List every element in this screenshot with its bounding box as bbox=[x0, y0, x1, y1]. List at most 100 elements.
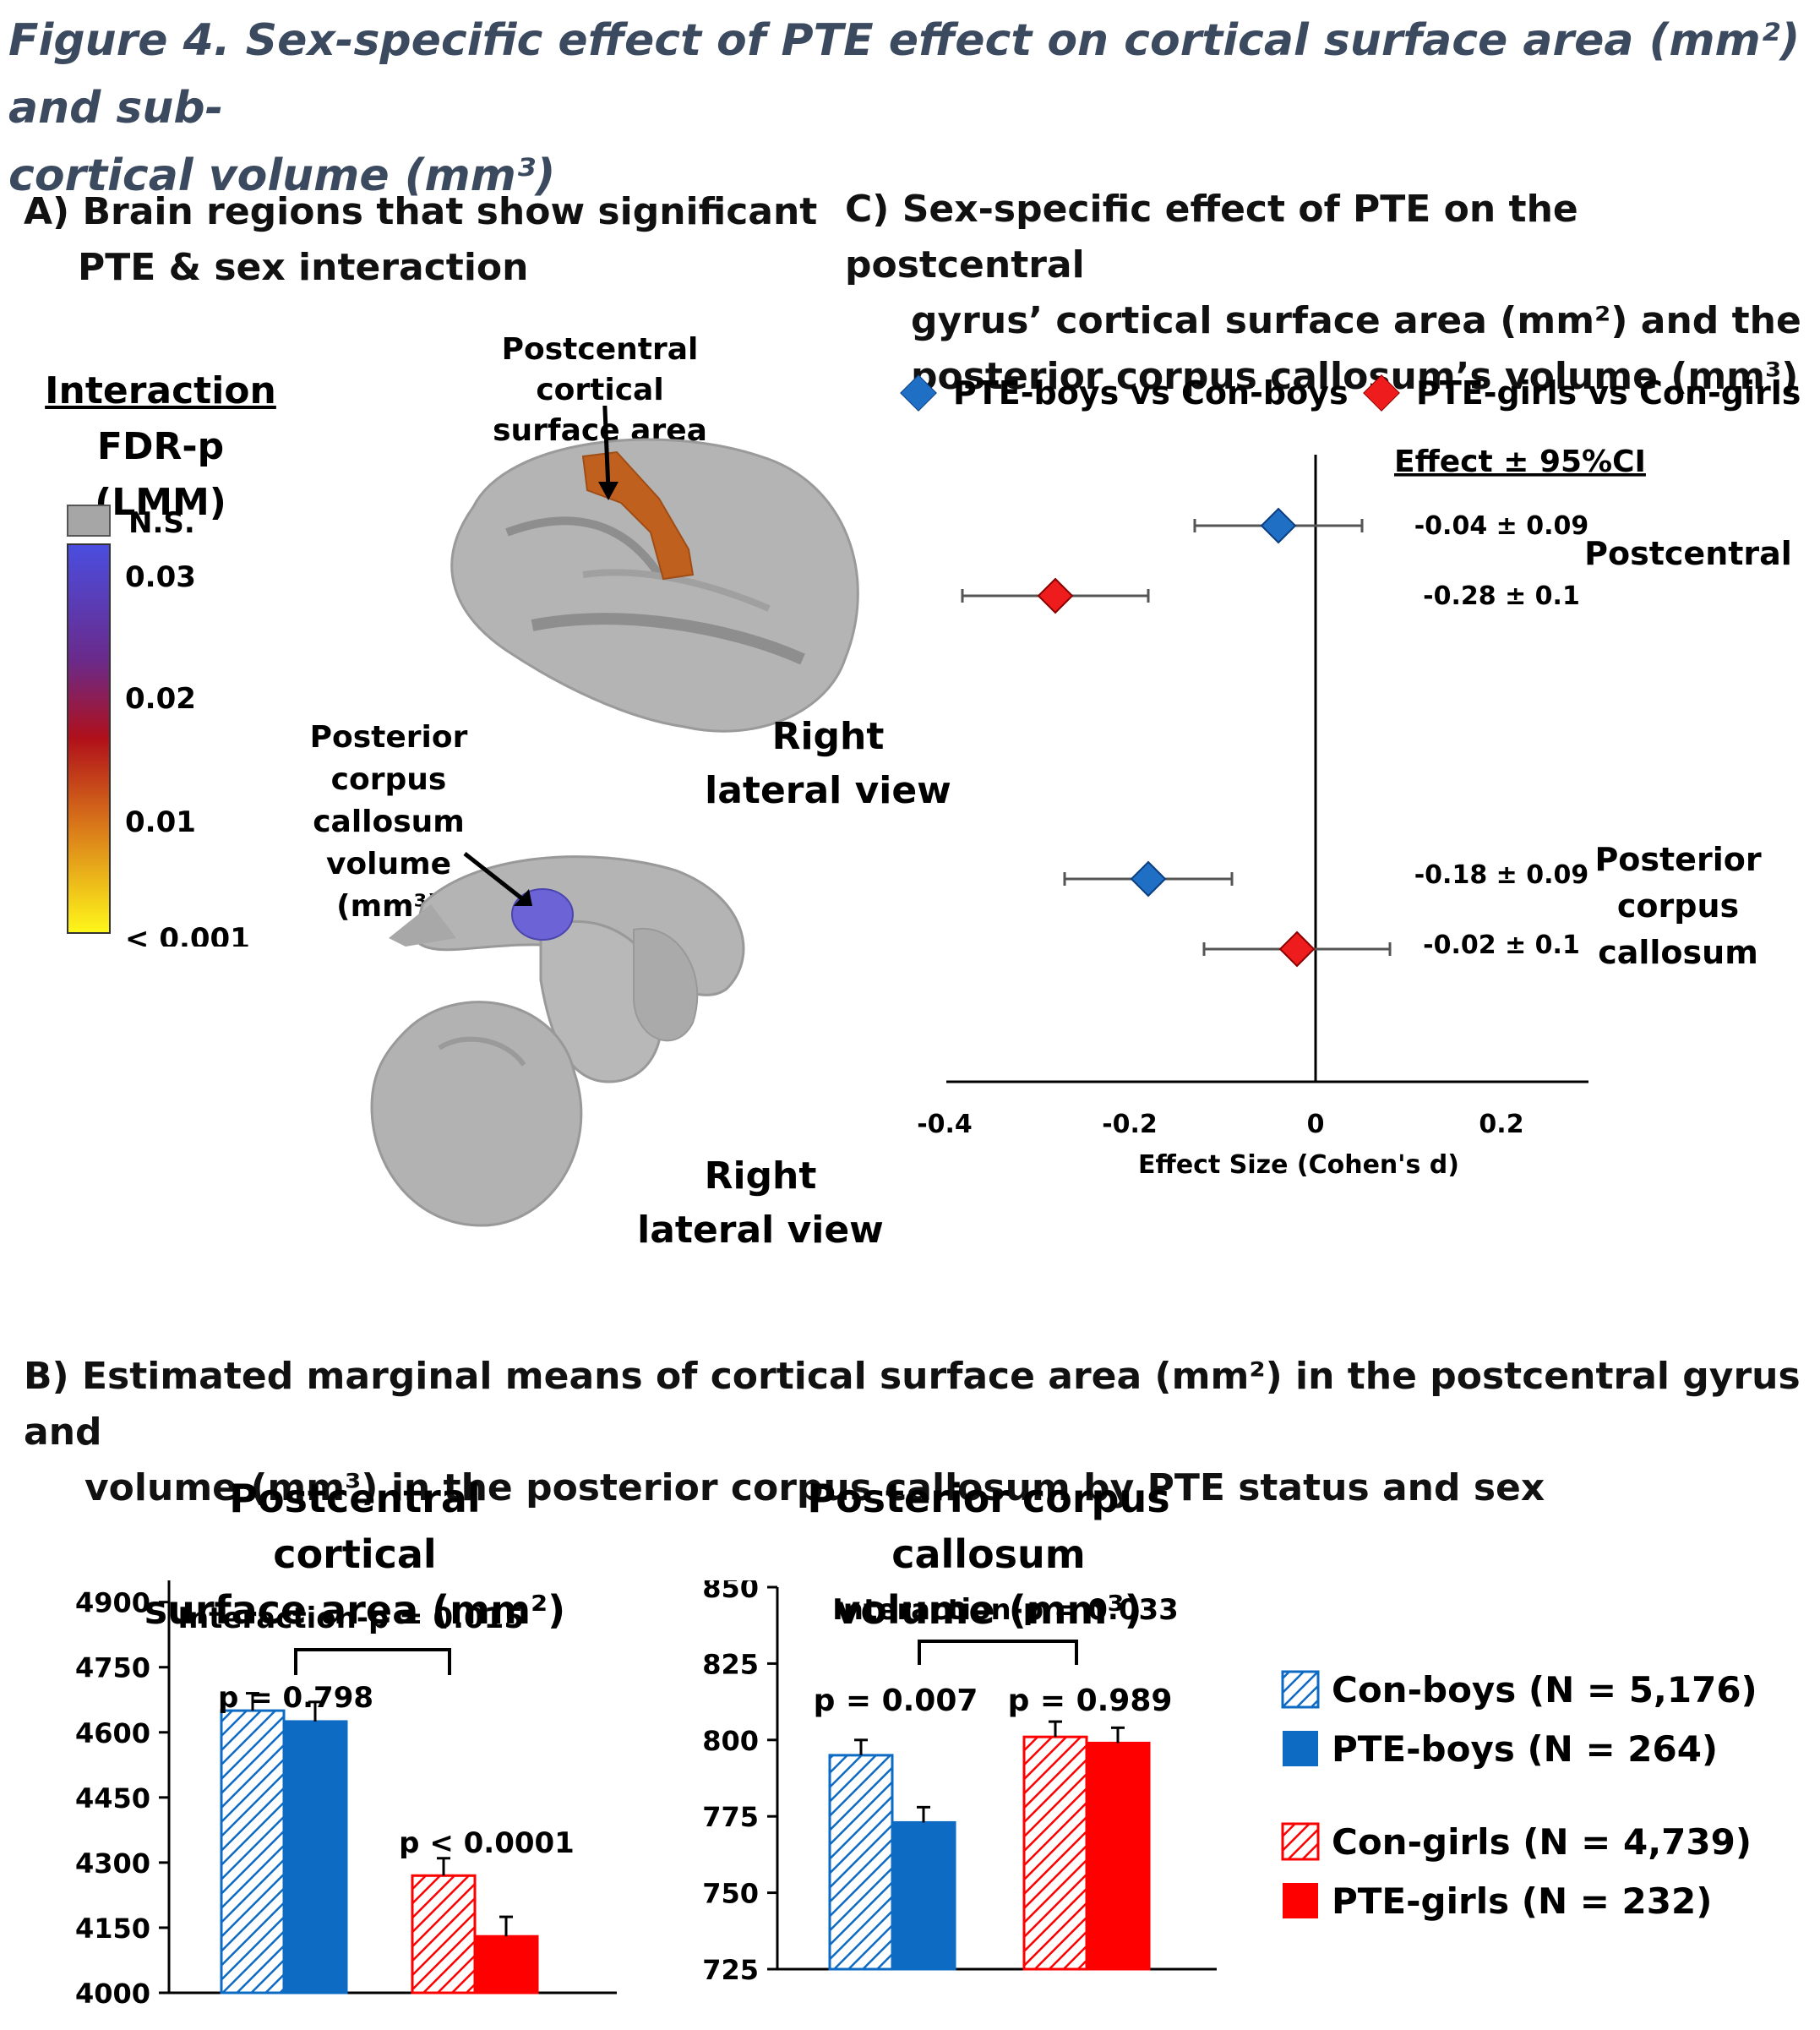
legend-pte-girls-swatch bbox=[1283, 1883, 1318, 1918]
legend-con-girls-swatch bbox=[1281, 1822, 1320, 1861]
view2-line2: lateral view bbox=[637, 1209, 884, 1252]
chart2-interaction-bracket bbox=[918, 1640, 1078, 1665]
effect-point bbox=[1278, 930, 1316, 968]
bar bbox=[828, 1754, 894, 1971]
panel-c-title: C) Sex-specific effect of PTE on the pos… bbox=[845, 182, 1820, 405]
effect-point bbox=[1130, 860, 1167, 898]
chart2-title-line1: Posterior corpus callosum bbox=[807, 1476, 1170, 1577]
y-tick-label: 750 bbox=[702, 1878, 759, 1910]
y-tick-label: 775 bbox=[702, 1801, 759, 1833]
chart2-title-line2: volume (mm³) bbox=[835, 1587, 1142, 1633]
chart2-p-girls: p = 0.989 bbox=[1008, 1683, 1173, 1718]
forest-plot: PTE-boys vs Con-boys PTE-girls vs Con-gi… bbox=[900, 374, 1801, 1180]
cortex-brain-image bbox=[450, 406, 859, 733]
colorbar-title: Interaction FDR-p (LMM) bbox=[25, 363, 296, 531]
panel-c-title-line2: gyrus’ cortical surface area (mm²) and t… bbox=[911, 299, 1801, 342]
bar bbox=[282, 1720, 348, 1995]
callosum-structure bbox=[389, 904, 456, 947]
x-tick: -0.4 bbox=[917, 1110, 973, 1139]
figure-title: Figure 4. Sex-specific effect of PTE eff… bbox=[8, 7, 1808, 210]
colorbar: N.S. 0.03 0.02 0.01 < 0.001 bbox=[67, 505, 250, 947]
colorbar-title-line1: Interaction bbox=[45, 369, 276, 412]
bar bbox=[220, 1709, 286, 1995]
panel-a-title-line2: PTE & sex interaction bbox=[78, 246, 529, 289]
cortex-arrow-head bbox=[598, 482, 618, 500]
chart2-p-boys: p = 0.007 bbox=[814, 1683, 978, 1718]
callosum-arrow bbox=[463, 852, 526, 902]
bar bbox=[411, 1874, 477, 1995]
colorbar-title-line2: FDR-p (LMM) bbox=[95, 425, 226, 524]
bar-charts: 4900 4750 4600 4450 4300 4150 4000 Interaction… bbox=[75, 1580, 1757, 2010]
x-tick: 0 bbox=[1307, 1110, 1325, 1139]
legend-boys-marker bbox=[900, 374, 937, 412]
region-label-callosum-line2: corpus bbox=[1617, 887, 1739, 925]
callosum-label-line1: Posterior bbox=[309, 720, 468, 755]
panel-a-title-line1: A) Brain regions that show significant bbox=[24, 190, 818, 233]
view-label-2: Right lateral view bbox=[625, 1149, 896, 1258]
legend-con-boys: Con-boys (N = 5,176) bbox=[1332, 1669, 1757, 1711]
colorbar-tick: < 0.001 bbox=[125, 922, 250, 947]
y-tick-label: 825 bbox=[702, 1648, 759, 1680]
bar bbox=[473, 1935, 539, 1995]
effect-label: -0.18 ± 0.09 bbox=[1414, 860, 1589, 890]
colorbar-ns-label: N.S. bbox=[128, 506, 195, 540]
y-tick-label: 800 bbox=[702, 1725, 759, 1757]
legend-boys-label: PTE-boys vs Con-boys bbox=[953, 374, 1349, 412]
figure-title-line1: Figure 4. Sex-specific effect of PTE eff… bbox=[8, 15, 1801, 134]
cerebellum-structure bbox=[370, 1001, 583, 1227]
colorbar-ns-swatch bbox=[67, 505, 111, 537]
chart1-interaction-label: Interaction-p = 0.015 bbox=[177, 1602, 524, 1635]
cortex-sulcus bbox=[531, 613, 805, 665]
y-tick-label: 4450 bbox=[75, 1782, 150, 1814]
y-tick-label: 4750 bbox=[75, 1652, 150, 1684]
x-tick: 0.2 bbox=[1479, 1110, 1523, 1139]
legend-pte-girls: PTE-girls (N = 232) bbox=[1332, 1880, 1712, 1922]
y-tick-label: 850 bbox=[702, 1580, 759, 1604]
callosum-arrow-head bbox=[514, 889, 532, 906]
y-tick-label: 4000 bbox=[75, 1978, 150, 2010]
subcortical-structure bbox=[633, 927, 699, 1042]
y-tick-label: 4300 bbox=[75, 1847, 150, 1880]
panel-b-title: B) Estimated marginal means of cortical … bbox=[24, 1349, 1820, 1516]
effect-point bbox=[1037, 577, 1074, 614]
y-tick-label: 4600 bbox=[75, 1717, 150, 1749]
chart1-interaction-bracket bbox=[294, 1648, 451, 1675]
chart1-title: Postcentral cortical surface area (mm²) bbox=[144, 1471, 566, 1638]
cortex-sulcus bbox=[505, 516, 663, 577]
panel-b-title-line1: B) Estimated marginal means of cortical … bbox=[24, 1355, 1801, 1454]
effect-point bbox=[1260, 507, 1297, 544]
chart1-p-boys: p = 0.798 bbox=[218, 1681, 373, 1715]
legend-pte-boys-swatch bbox=[1283, 1731, 1318, 1766]
callosum-label-line3: volume bbox=[325, 847, 452, 881]
cortex-surface bbox=[450, 438, 859, 733]
chart1-p-girls: p < 0.0001 bbox=[399, 1826, 575, 1860]
legend-girls-label: PTE-girls vs Con-girls bbox=[1416, 374, 1801, 412]
effect-label: -0.04 ± 0.09 bbox=[1414, 511, 1589, 541]
effect-header: Effect ± 95%CI bbox=[1394, 445, 1646, 479]
colorbar-gradient bbox=[67, 543, 111, 934]
view2-line1: Right bbox=[704, 1154, 817, 1198]
legend-con-boys-swatch bbox=[1281, 1670, 1320, 1709]
legend-pte-boys: PTE-boys (N = 264) bbox=[1332, 1728, 1718, 1770]
panel-c-title-line1: C) Sex-specific effect of PTE on the pos… bbox=[845, 188, 1578, 286]
colorbar-tick: 0.03 bbox=[125, 560, 196, 594]
bar bbox=[891, 1820, 956, 1971]
view1-line1: Right bbox=[771, 715, 885, 758]
chart2-title: Posterior corpus callosum volume (mm³) bbox=[718, 1471, 1259, 1638]
callosum-brain-image bbox=[370, 852, 745, 1227]
cortex-sulcus bbox=[582, 569, 771, 612]
cortex-arrow bbox=[602, 406, 611, 491]
region-label-callosum-line1: Posterior bbox=[1594, 841, 1761, 878]
figure-title-line2: cortical volume (mm³) bbox=[8, 150, 556, 201]
chart1-title-line1: Postcentral cortical bbox=[229, 1476, 481, 1577]
region-label-postcentral: Postcentral bbox=[1584, 535, 1792, 572]
legend-girls-marker bbox=[1363, 374, 1400, 412]
callosum-region-label: Posterior corpus callosum volume (mm³) bbox=[253, 717, 524, 928]
y-tick-label: 4900 bbox=[75, 1587, 150, 1619]
bar bbox=[1085, 1741, 1151, 1971]
panel-c-title-line3: posterior corpus callosum’s volume (mm³) bbox=[911, 355, 1799, 398]
colorbar-tick: 0.02 bbox=[125, 682, 196, 716]
view-label-1: Right lateral view bbox=[701, 710, 955, 818]
effect-label: -0.28 ± 0.1 bbox=[1423, 581, 1580, 611]
panel-b-title-line2: volume (mm³) in the posterior corpus cal… bbox=[84, 1466, 1545, 1509]
